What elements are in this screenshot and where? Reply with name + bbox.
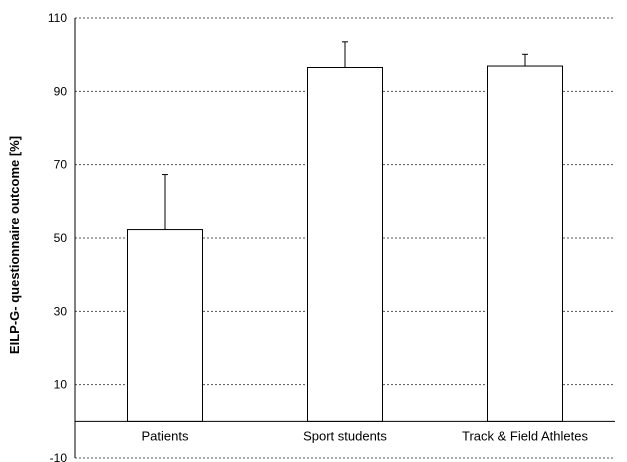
x-category-label: Patients [142, 428, 189, 443]
y-axis-label: EILP-G- questionnaire outcome [%] [7, 136, 22, 354]
bar [127, 229, 203, 422]
bar [487, 65, 563, 422]
y-tick-label: -10 [50, 451, 68, 462]
x-category-label: Sport students [303, 428, 387, 443]
y-tick-label: 50 [54, 231, 68, 245]
error-bars [162, 41, 528, 230]
x-category-labels: Patients Sport students Track & Field Athl… [142, 428, 589, 443]
y-tick-label: 90 [54, 84, 68, 98]
y-tick-label: 70 [54, 158, 68, 172]
y-tick-label: 10 [54, 378, 68, 392]
bars [127, 65, 563, 422]
y-tick-label: 30 [54, 304, 68, 318]
y-tick-labels: -10 10 30 50 70 90 110 [48, 11, 67, 462]
x-category-label: Track & Field Athletes [462, 428, 588, 443]
bar [307, 67, 383, 422]
y-tick-label: 110 [48, 11, 67, 25]
